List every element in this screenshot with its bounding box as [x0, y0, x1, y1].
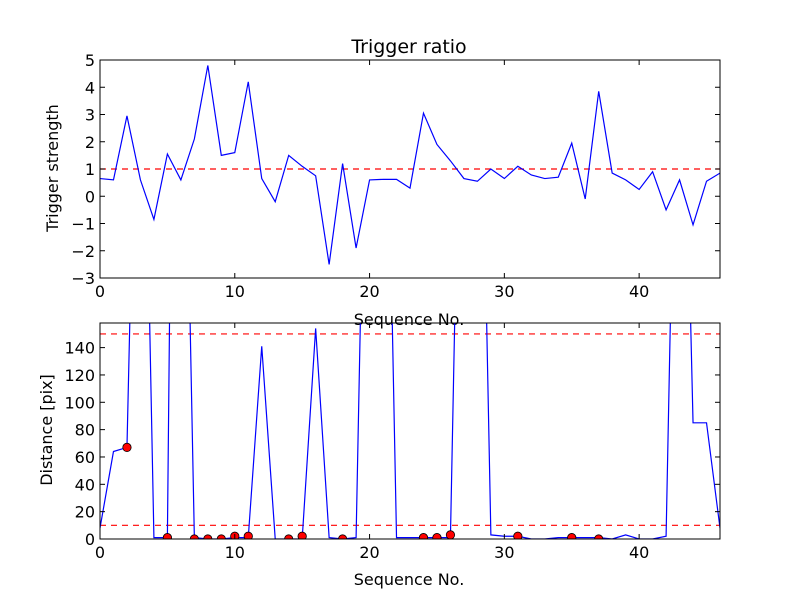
- top-y-tick-label: 4: [85, 78, 95, 97]
- top-x-tick-label: 0: [95, 282, 105, 301]
- top-plot-area: [100, 65, 720, 265]
- bottom-data-point: [243, 531, 253, 539]
- top-y-axis-label: Trigger strength: [43, 104, 62, 233]
- bottom-y-tick-label: 20: [75, 503, 95, 522]
- bottom-series-line-0: [100, 323, 720, 539]
- bottom-x-axis-label: Sequence No.: [354, 570, 465, 589]
- top-chart-title: Trigger ratio: [350, 36, 466, 58]
- bottom-plot-area: [100, 323, 720, 539]
- top-x-tick-label: 40: [629, 282, 649, 301]
- bottom-y-tick-label: 40: [75, 475, 95, 494]
- top-tick-group: 0 10 20 30 40 −3 −2 −1 0 1 2 3 4 5: [71, 51, 720, 301]
- top-x-tick-label: 10: [225, 282, 245, 301]
- bottom-data-point: [122, 442, 132, 453]
- top-x-tick-label: 20: [359, 282, 379, 301]
- bottom-data-point: [432, 533, 442, 539]
- bottom-y-axis-label: Distance [pix]: [37, 374, 56, 486]
- bottom-x-tick-label: 10: [225, 543, 245, 562]
- top-y-tick-label: −2: [71, 242, 95, 261]
- bottom-y-tick-label: 0: [85, 530, 95, 549]
- top-y-tick-label: 1: [85, 160, 95, 179]
- top-y-tick-label: 2: [85, 133, 95, 152]
- bottom-y-tick-label: 80: [75, 421, 95, 440]
- bottom-data-point: [567, 533, 577, 539]
- bottom-x-tick-label: 20: [359, 543, 379, 562]
- bottom-data-point: [297, 531, 307, 539]
- bottom-data-point: [162, 533, 172, 539]
- top-y-tick-label: 5: [85, 51, 95, 70]
- top-y-tick-label: −1: [71, 215, 95, 234]
- top-chart: Trigger ratio 0 10 20 30 40 −3 −2 −1 0 1 2 3 4 5 Sequ…: [43, 36, 721, 329]
- top-y-tick-label: 3: [85, 106, 95, 125]
- top-y-tick-label: −3: [71, 269, 95, 288]
- bottom-x-tick-label: 30: [494, 543, 514, 562]
- top-x-tick-label: 30: [494, 282, 514, 301]
- bottom-tick-group: 0 10 20 30 40 0 20 40 60 80 100 120 140: [64, 323, 720, 562]
- bottom-axes-frame: [99, 322, 721, 540]
- bottom-x-tick-label: 0: [95, 543, 105, 562]
- bottom-y-tick-label: 60: [75, 448, 95, 467]
- top-x-axis-label: Sequence No.: [354, 310, 465, 329]
- top-series-line-0: [100, 65, 720, 265]
- bottom-y-tick-label: 100: [64, 393, 95, 412]
- top-y-tick-label: 0: [85, 187, 95, 206]
- bottom-data-point: [445, 530, 456, 539]
- bottom-data-point: [513, 531, 523, 539]
- bottom-data-point: [418, 533, 429, 539]
- bottom-chart: 0 10 20 30 40 0 20 40 60 80 100 120 140 Sequence No.…: [37, 322, 721, 589]
- bottom-x-tick-label: 40: [629, 543, 649, 562]
- bottom-y-tick-label: 120: [64, 366, 95, 385]
- bottom-y-tick-label: 140: [64, 339, 95, 358]
